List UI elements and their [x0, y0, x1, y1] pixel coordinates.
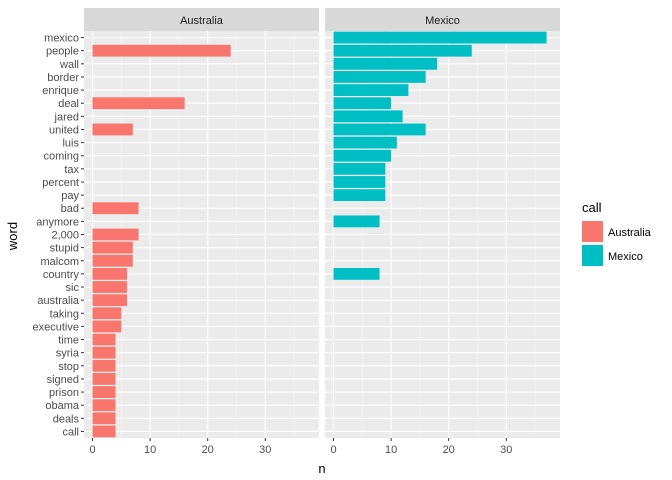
- y-tick-label: call: [62, 426, 79, 438]
- bar-mexico-united: [333, 123, 426, 136]
- y-tick-label: anymore: [36, 216, 79, 228]
- legend-title: call: [582, 200, 602, 215]
- bar-mexico-people: [333, 44, 472, 57]
- bar-mexico-border: [333, 71, 426, 83]
- y-tick-label: coming: [44, 151, 79, 163]
- panel-mexico: Mexico 0 10 20 30: [325, 8, 560, 456]
- legend-label: Australia: [608, 227, 652, 239]
- y-tick-label: country: [43, 269, 80, 281]
- bar-australia-sic: [92, 281, 128, 293]
- bar-mexico-percent: [333, 176, 386, 188]
- bar-australia-malcom: [92, 254, 133, 267]
- panel-australia: Australia 0 10 20 30: [84, 8, 319, 456]
- y-tick-label: enrique: [42, 85, 79, 97]
- bar-australia-prison: [92, 386, 116, 398]
- bar-mexico-coming: [333, 149, 392, 162]
- y-tick-label: 2,000: [51, 230, 79, 242]
- bar-mexico-luis: [333, 136, 397, 149]
- y-tick-label: time: [58, 335, 79, 347]
- y-tick-label: wall: [59, 59, 79, 71]
- y-tick-label: taking: [50, 308, 79, 320]
- y-tick-label: pay: [61, 190, 79, 202]
- bar-australia-syria: [92, 346, 116, 359]
- y-tick-label: executive: [33, 321, 79, 333]
- y-tick-label: stupid: [50, 243, 79, 255]
- bar-mexico-mexico: [333, 31, 547, 44]
- panels-layer: Australia 0 10 20 30 Mexico 0 10 20 30: [84, 8, 560, 456]
- bar-mexico-deal: [333, 97, 392, 110]
- x-tick-label: 0: [330, 444, 336, 456]
- y-tick-label: united: [49, 124, 79, 136]
- y-tick-label: signed: [47, 374, 79, 386]
- x-axis-title: n: [318, 461, 325, 476]
- y-tick-label: obama: [45, 400, 80, 412]
- x-tick-label: 20: [443, 444, 455, 456]
- y-tick-label: deals: [53, 413, 80, 425]
- bar-australia-taking: [92, 307, 122, 320]
- y-tick-label: malcom: [40, 256, 79, 268]
- bar-mexico-country: [333, 267, 380, 280]
- legend-key-australia: [582, 221, 603, 242]
- bar-mexico-tax: [333, 162, 386, 175]
- facet-strip-label: Mexico: [425, 15, 460, 27]
- bar-australia-2,000: [92, 228, 139, 241]
- bar-australia-country: [92, 267, 128, 280]
- y-tick-label: sic: [66, 282, 80, 294]
- y-tick-label: syria: [56, 348, 80, 360]
- bar-australia-bad: [92, 202, 139, 215]
- bar-australia-australia: [92, 294, 128, 307]
- y-tick-label: percent: [42, 177, 79, 189]
- y-tick-label: luis: [62, 138, 79, 150]
- bar-australia-deal: [92, 97, 185, 110]
- y-tick-label: deal: [58, 98, 79, 110]
- x-tick-label: 0: [89, 444, 95, 456]
- y-tick-label: jared: [54, 111, 79, 123]
- legend: call Australia Mexico: [582, 200, 652, 266]
- facet-strip-label: Australia: [180, 15, 224, 27]
- bar-mexico-enrique: [333, 84, 409, 96]
- bar-australia-signed: [92, 373, 116, 385]
- y-tick-label: stop: [58, 361, 79, 373]
- bar-australia-executive: [92, 320, 122, 333]
- bar-mexico-anymore: [333, 215, 380, 228]
- y-tick-label: australia: [37, 295, 79, 307]
- x-tick-label: 10: [385, 444, 397, 456]
- y-tick-label: mexico: [44, 33, 79, 45]
- y-tick-label: border: [47, 72, 79, 84]
- bar-australia-stupid: [92, 241, 133, 254]
- bar-australia-deals: [92, 412, 116, 425]
- y-tick-label: prison: [49, 387, 79, 399]
- bar-australia-time: [92, 333, 116, 346]
- bar-australia-call: [92, 425, 116, 438]
- y-axis-title: word: [5, 222, 20, 251]
- bar-australia-stop: [92, 359, 116, 372]
- bar-mexico-wall: [333, 57, 438, 70]
- x-tick-label: 10: [144, 444, 156, 456]
- facet-strip: [325, 8, 560, 31]
- x-tick-label: 30: [259, 444, 271, 456]
- y-axis: mexicopeoplewallborderenriquedealjaredun…: [33, 33, 84, 438]
- x-tick-label: 20: [202, 444, 214, 456]
- y-tick-label: people: [46, 46, 79, 58]
- y-tick-label: bad: [61, 203, 79, 215]
- y-tick-label: tax: [64, 164, 79, 176]
- bar-australia-obama: [92, 399, 116, 412]
- legend-label: Mexico: [608, 251, 643, 263]
- legend-key-mexico: [582, 245, 603, 266]
- x-tick-label: 30: [500, 444, 512, 456]
- bar-australia-people: [92, 44, 231, 57]
- bar-mexico-pay: [333, 189, 386, 202]
- facet-strip: [84, 8, 319, 31]
- bar-mexico-jared: [333, 110, 403, 123]
- bar-australia-united: [92, 123, 133, 136]
